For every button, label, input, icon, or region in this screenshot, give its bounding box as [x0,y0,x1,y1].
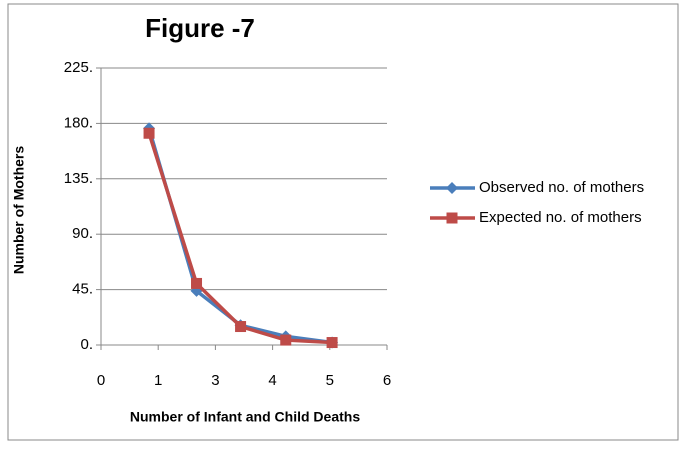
chart-title: Figure -7 [145,13,255,43]
x-tick-label: 5 [326,372,334,389]
y-axis-label: Number of Mothers [11,146,27,275]
data-point [191,277,203,289]
y-tick-label: 90. [72,225,93,242]
x-tick-label: 4 [268,372,276,389]
y-tick-label: 45. [72,281,93,298]
x-tick-label: 1 [154,372,162,389]
data-point [143,127,155,139]
data-point [326,337,338,349]
x-tick-label: 6 [383,372,391,389]
x-tick-label: 0 [97,372,105,389]
y-tick-label: 0. [80,336,93,353]
x-axis-label: Number of Infant and Child Deaths [130,409,360,425]
data-point [280,334,292,346]
y-tick-label: 135. [64,170,93,187]
legend-marker [446,212,458,224]
y-tick-label: 180. [64,114,93,131]
x-tick-label: 3 [211,372,219,389]
legend-marker [446,182,458,194]
legend-label: Expected no. of mothers [479,209,642,226]
y-tick-label: 225. [64,59,93,76]
legend-label: Observed no. of mothers [479,179,644,196]
chart-frame [7,3,679,441]
data-point [235,321,247,333]
